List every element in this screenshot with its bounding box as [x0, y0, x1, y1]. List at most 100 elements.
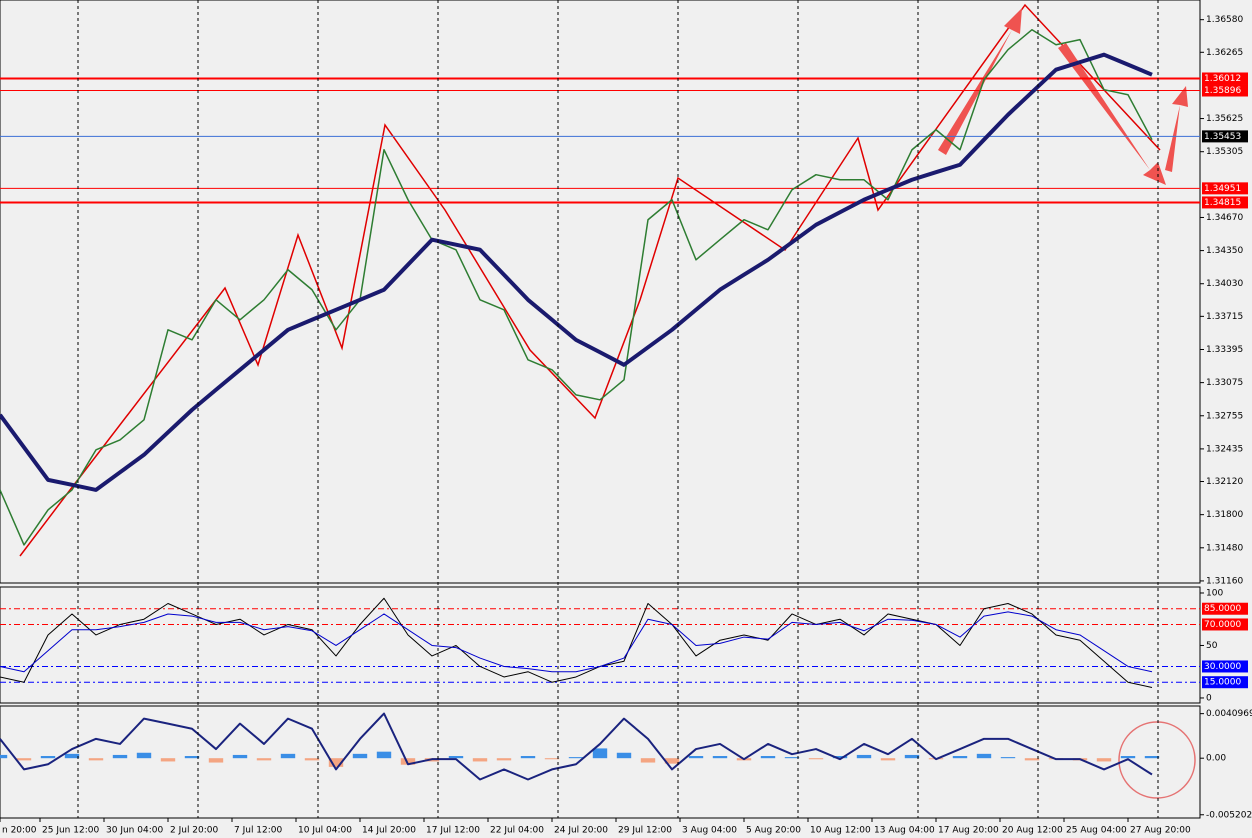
level-label: 85.0000 [1204, 604, 1241, 614]
level-label: 1.34951 [1204, 184, 1241, 194]
histogram-bar [616, 752, 632, 759]
x-tick-label: 22 Jul 04:00 [490, 826, 544, 836]
histogram-bar [832, 756, 848, 759]
y-tick-label: 1.32435 [1206, 444, 1243, 454]
y-tick-label: 0.00 [1206, 754, 1226, 764]
y-tick-label: 1.34030 [1206, 279, 1243, 289]
histogram-bar [1120, 756, 1136, 759]
y-tick-label: 1.36580 [1206, 15, 1243, 25]
level-label-box [1202, 84, 1248, 97]
x-tick-label: 7 Jul 12:00 [234, 826, 283, 836]
histogram-bar [328, 758, 344, 767]
x-tick-label: 2 Jul 20:00 [170, 826, 219, 836]
x-tick-label: n 20:00 [2, 826, 37, 836]
histogram-bar [1024, 758, 1040, 761]
histogram-bar [232, 754, 248, 759]
level-label: 30.0000 [1204, 662, 1241, 672]
series-line [0, 712, 1153, 781]
level-label-box [1202, 602, 1248, 615]
x-tick-label: 14 Jul 20:00 [362, 826, 416, 836]
x-tick-label: 25 Jun 12:00 [42, 826, 99, 836]
histogram-bar [64, 753, 80, 759]
x-tick-label: 27 Aug 20:00 [1130, 826, 1191, 836]
level-label-box [1202, 660, 1248, 673]
y-tick-label: 1.32755 [1206, 411, 1243, 421]
level-label: 15.0000 [1204, 678, 1241, 688]
y-tick-label: 1.34670 [1206, 213, 1243, 223]
series-line [0, 611, 1153, 673]
histogram-bar [16, 758, 32, 761]
x-tick-label: 29 Jul 12:00 [618, 826, 672, 836]
histogram-bar [976, 753, 992, 759]
arrow [938, 8, 1022, 155]
y-tick-label: 0.0040969 [1206, 709, 1252, 719]
histogram-bar [520, 756, 536, 759]
histogram-bar [856, 754, 872, 759]
histogram-bar [160, 758, 176, 762]
arrow [1165, 86, 1188, 172]
y-tick-label: 1.35625 [1206, 114, 1243, 124]
y-tick-label: 1.34350 [1206, 246, 1243, 256]
level-label-box [1202, 676, 1248, 689]
level-label: 1.35896 [1204, 86, 1241, 96]
level-label: 70.0000 [1204, 620, 1241, 630]
y-tick-label: 1.33715 [1206, 312, 1243, 322]
x-tick-label: 30 Jun 04:00 [106, 826, 163, 836]
y-tick-label: 1.32120 [1206, 477, 1243, 487]
level-label-box [1202, 618, 1248, 631]
histogram-bar [208, 758, 224, 763]
histogram-bar [952, 756, 968, 759]
histogram-bar [1000, 757, 1016, 759]
x-tick-label: 24 Jul 20:00 [554, 826, 608, 836]
y-tick-label: 1.31480 [1206, 543, 1243, 553]
y-tick-label: 1.33075 [1206, 378, 1243, 388]
y-tick-label: -0.005202 [1206, 810, 1252, 820]
series-line [0, 52, 1153, 492]
level-label-box [1202, 72, 1248, 85]
y-tick-label: 1.35305 [1206, 147, 1243, 157]
y-tick-label: 1.31160 [1206, 576, 1243, 586]
period-separators [77, 0, 1159, 818]
histogram-bar [136, 752, 152, 759]
histogram-bar [280, 753, 296, 759]
x-tick-label: 5 Aug 20:00 [746, 826, 801, 836]
histogram-bar [304, 758, 320, 761]
x-tick-label: 25 Aug 04:00 [1066, 826, 1127, 836]
histogram-bar [592, 748, 608, 759]
histogram-bar [184, 756, 200, 759]
histogram-bar [880, 758, 896, 761]
histogram-bar [0, 754, 8, 759]
histogram-bar [664, 758, 680, 764]
highlight-circle [1118, 721, 1196, 799]
y-tick-label: 100 [1206, 588, 1223, 598]
histogram-bar [568, 757, 584, 759]
histogram-bar [112, 754, 128, 759]
level-label-box [1202, 182, 1248, 195]
series-line [0, 28, 1153, 546]
y-tick-label: 1.36265 [1206, 48, 1243, 58]
x-tick-label: 17 Jul 12:00 [426, 826, 480, 836]
level-label: 1.36012 [1204, 74, 1241, 84]
x-tick-label: 10 Aug 12:00 [810, 826, 871, 836]
histogram-bar [40, 756, 56, 759]
histogram-bar [352, 753, 368, 759]
y-tick-label: 1.31800 [1206, 510, 1243, 520]
level-label: 1.34815 [1204, 198, 1241, 208]
y-tick-label: 0 [1206, 693, 1212, 703]
histogram-bar [448, 756, 464, 759]
histogram-bar [904, 754, 920, 759]
series-line [0, 597, 1153, 688]
x-tick-label: 3 Aug 04:00 [682, 826, 737, 836]
histogram-bar [712, 756, 728, 759]
level-label-box [1202, 196, 1248, 209]
y-tick-label: 50 [1206, 641, 1218, 651]
x-tick-label: 17 Aug 20:00 [938, 826, 999, 836]
oscillator-panel [0, 586, 1201, 704]
x-tick-label: 20 Aug 12:00 [1002, 826, 1063, 836]
histogram-bar [472, 758, 488, 762]
histogram-bar [688, 756, 704, 759]
level-label: 1.35453 [1204, 132, 1241, 142]
histogram-bar [1096, 758, 1112, 762]
histogram-bar [784, 757, 800, 759]
